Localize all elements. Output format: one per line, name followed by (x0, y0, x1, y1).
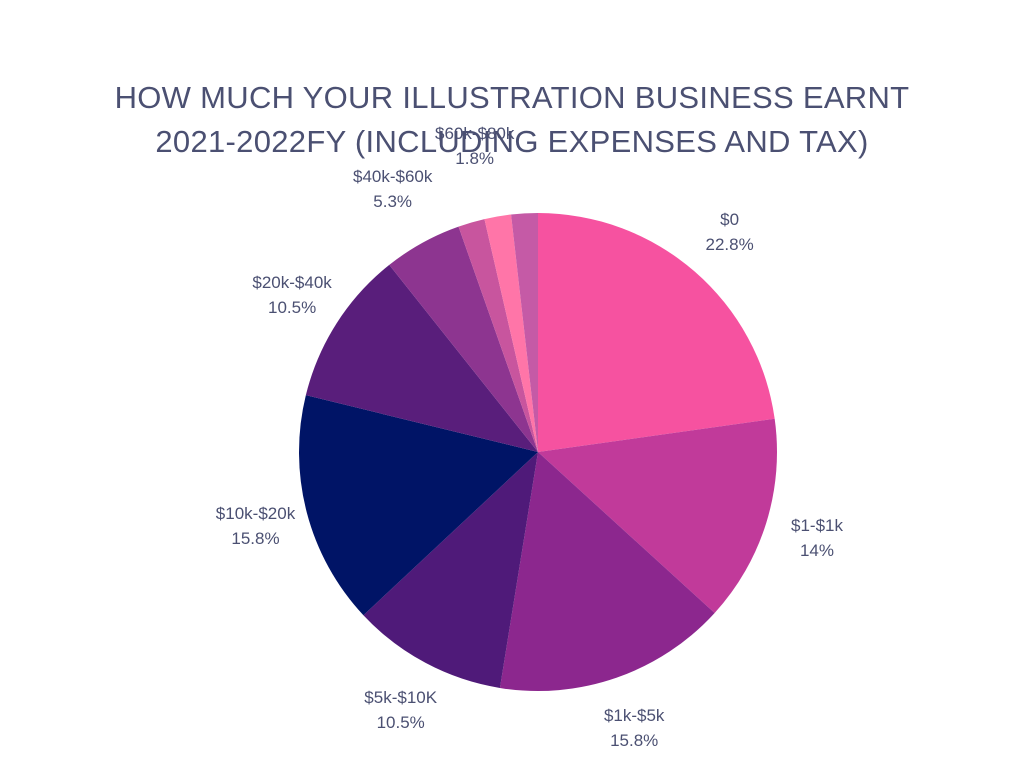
slice-label-percent: 14% (799, 541, 835, 561)
slice-label: $60k-$80k 1.8% (435, 121, 514, 171)
chart-title-line-1: HOW MUCH YOUR ILLUSTRATION BUSINESS EARN… (114, 80, 910, 115)
slice-label-name: $40k-$60k (352, 166, 433, 186)
pie-slice (389, 226, 538, 452)
slice-label: $20k-$40k 10.5% (252, 270, 331, 320)
slice-label: $1k-$5k 15.8% (604, 703, 664, 753)
slice-label-name: $1-$1k (791, 516, 843, 536)
chart-title: HOW MUCH YOUR ILLUSTRATION BUSINESS EARN… (0, 76, 1024, 164)
slice-label-percent: 15.8% (231, 528, 280, 548)
slice-label-percent: 1.8% (455, 149, 495, 169)
slice-label-name: $1k-$5k (603, 705, 665, 725)
slice-label-percent: 10.5% (376, 712, 425, 732)
slice-label: $0 22.8% (705, 207, 753, 257)
pie-slice (499, 452, 715, 691)
chart-title-line-2: 2021-2022FY (INCLUDING EXPENSES AND TAX) (155, 124, 869, 159)
slice-label-name: $0 (720, 209, 740, 229)
pie-slice (511, 212, 538, 452)
slice-label-name: $10k-$20k (215, 503, 296, 523)
slice-label-percent: 22.8% (705, 234, 754, 254)
pie-slice (305, 264, 538, 452)
pie-slice (363, 452, 538, 688)
pie-slice (458, 219, 538, 452)
slice-label: $10k-$20k 15.8% (216, 501, 295, 551)
slice-label-name: $5k-$10K (364, 687, 438, 707)
pie-slice (299, 395, 538, 616)
slice-label: $1-$1k 14% (791, 513, 843, 563)
pie-slice (484, 214, 538, 452)
slice-label-percent: 15.8% (610, 730, 659, 750)
slice-label-percent: 10.5% (267, 297, 317, 317)
slice-label-name: $20k-$40k (252, 272, 332, 292)
slice-label-percent: 5.3% (373, 191, 413, 211)
slice-label: $5k-$10K 10.5% (364, 685, 437, 735)
pie-slice (538, 418, 777, 613)
pie-slices (299, 212, 777, 691)
slice-label-name: $60k-$80k (434, 124, 515, 144)
pie-slice (538, 213, 775, 452)
slice-label: $40k-$60k 5.3% (353, 164, 432, 214)
